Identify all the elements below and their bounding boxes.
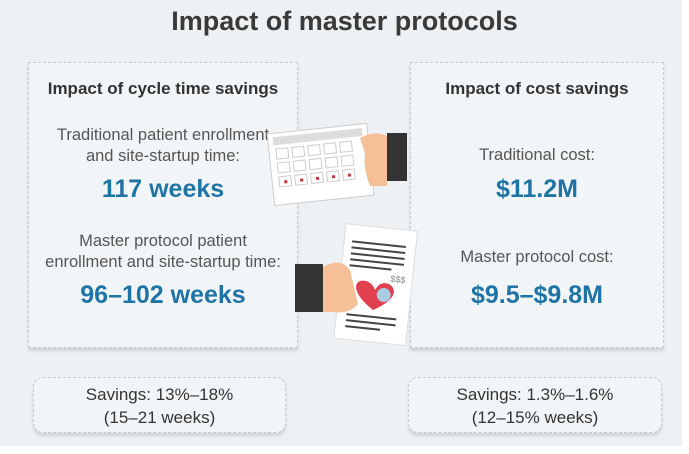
cost-savings-weeks: (12–15% weeks) <box>471 408 599 427</box>
cycle-heading: Impact of cycle time savings <box>47 79 279 98</box>
cycle-time-panel: Impact of cycle time savings Traditional… <box>28 62 298 348</box>
cycle-master-label-1: Master protocol patient <box>79 232 247 250</box>
cost-heading: Impact of cost savings <box>445 79 629 98</box>
cycle-savings-box: Savings: 13%–18% (15–21 weeks) <box>33 377 286 433</box>
cost-traditional-label: Traditional cost: <box>479 146 595 164</box>
cycle-savings-weeks: (15–21 weeks) <box>103 408 216 427</box>
cycle-master-value: 96–102 weeks <box>80 281 246 309</box>
calendar-hand-illustration <box>266 122 407 207</box>
cost-savings-percent: Savings: 1.3%–1.6% <box>456 385 614 404</box>
cycle-master-label-2: enrollment and site-startup time: <box>45 253 281 271</box>
cycle-traditional-label-1: Traditional patient enrollment <box>56 126 270 144</box>
cost-savings-box: Savings: 1.3%–1.6% (12–15% weeks) <box>408 377 662 433</box>
cycle-savings-percent: Savings: 13%–18% <box>85 385 234 404</box>
cost-panel: Impact of cost savings Traditional cost:… <box>410 62 664 348</box>
cost-master-label: Master protocol cost: <box>460 248 614 266</box>
document-hand-illustration: $$$ <box>295 223 419 347</box>
cycle-traditional-label-2: and site-startup time: <box>85 147 241 165</box>
page-title: Impact of master protocols <box>171 6 518 36</box>
cost-traditional-value: $11.2M <box>495 175 578 203</box>
cost-master-value: $9.5–$9.8M <box>470 281 604 309</box>
document-dollar-text: $$$ <box>390 274 406 286</box>
cycle-traditional-value: 117 weeks <box>101 175 225 203</box>
